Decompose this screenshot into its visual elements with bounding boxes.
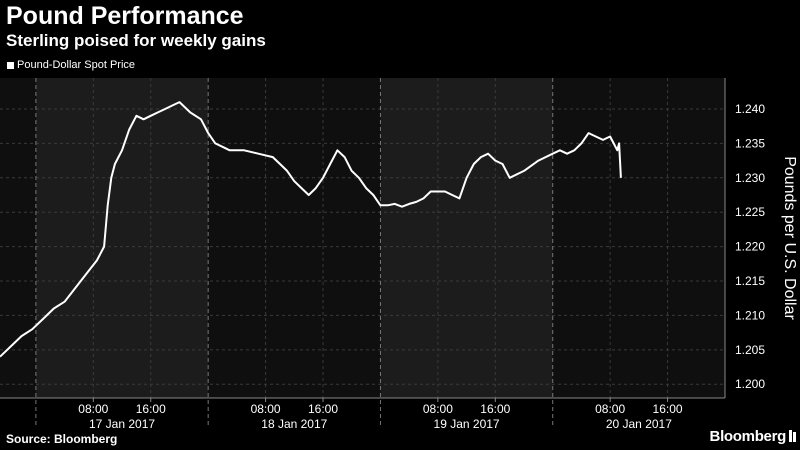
day-label: 20 Jan 2017 <box>606 417 672 431</box>
y-tick-label: 1.220 <box>735 240 765 254</box>
chart-subtitle: Sterling poised for weekly gains <box>6 31 266 50</box>
y-tick-label: 1.215 <box>735 274 765 288</box>
y-tick-label: 1.235 <box>735 136 765 150</box>
x-tick-label: 08:00 <box>251 402 281 416</box>
legend: Pound-Dollar Spot Price <box>7 59 135 71</box>
x-tick-label: 08:00 <box>423 402 453 416</box>
y-tick-label: 1.210 <box>735 308 765 322</box>
day-panel <box>35 78 209 398</box>
x-tick-label: 16:00 <box>653 402 683 416</box>
y-tick-label: 1.200 <box>735 377 765 391</box>
day-panel <box>208 78 381 398</box>
y-tick-label: 1.205 <box>735 343 765 357</box>
brand-logo-text: Bloomberg <box>709 428 787 445</box>
day-panel <box>380 78 553 398</box>
x-tick-label: 16:00 <box>136 402 166 416</box>
y-tick-label: 1.240 <box>735 102 765 116</box>
day-label: 19 Jan 2017 <box>434 417 500 431</box>
y-tick-label: 1.230 <box>735 171 765 185</box>
y-tick-label: 1.225 <box>735 205 765 219</box>
x-tick-label: 08:00 <box>595 402 625 416</box>
x-tick-label: 16:00 <box>308 402 338 416</box>
chart-title: Pound Performance <box>6 2 244 30</box>
legend-swatch <box>7 61 14 69</box>
day-panel <box>552 78 725 398</box>
day-label: 17 Jan 2017 <box>89 417 155 431</box>
series-line <box>0 101 622 358</box>
y-axis-title: Pounds per U.S. Dollar <box>781 156 798 320</box>
day-panel <box>0 78 36 398</box>
legend-label: Pound-Dollar Spot Price <box>17 59 136 71</box>
bloomberg-mark-icon <box>789 430 796 442</box>
x-tick-label: 08:00 <box>78 402 108 416</box>
source-note: Source: Bloomberg <box>6 432 118 446</box>
x-tick-label: 16:00 <box>480 402 510 416</box>
day-label: 18 Jan 2017 <box>261 417 327 431</box>
